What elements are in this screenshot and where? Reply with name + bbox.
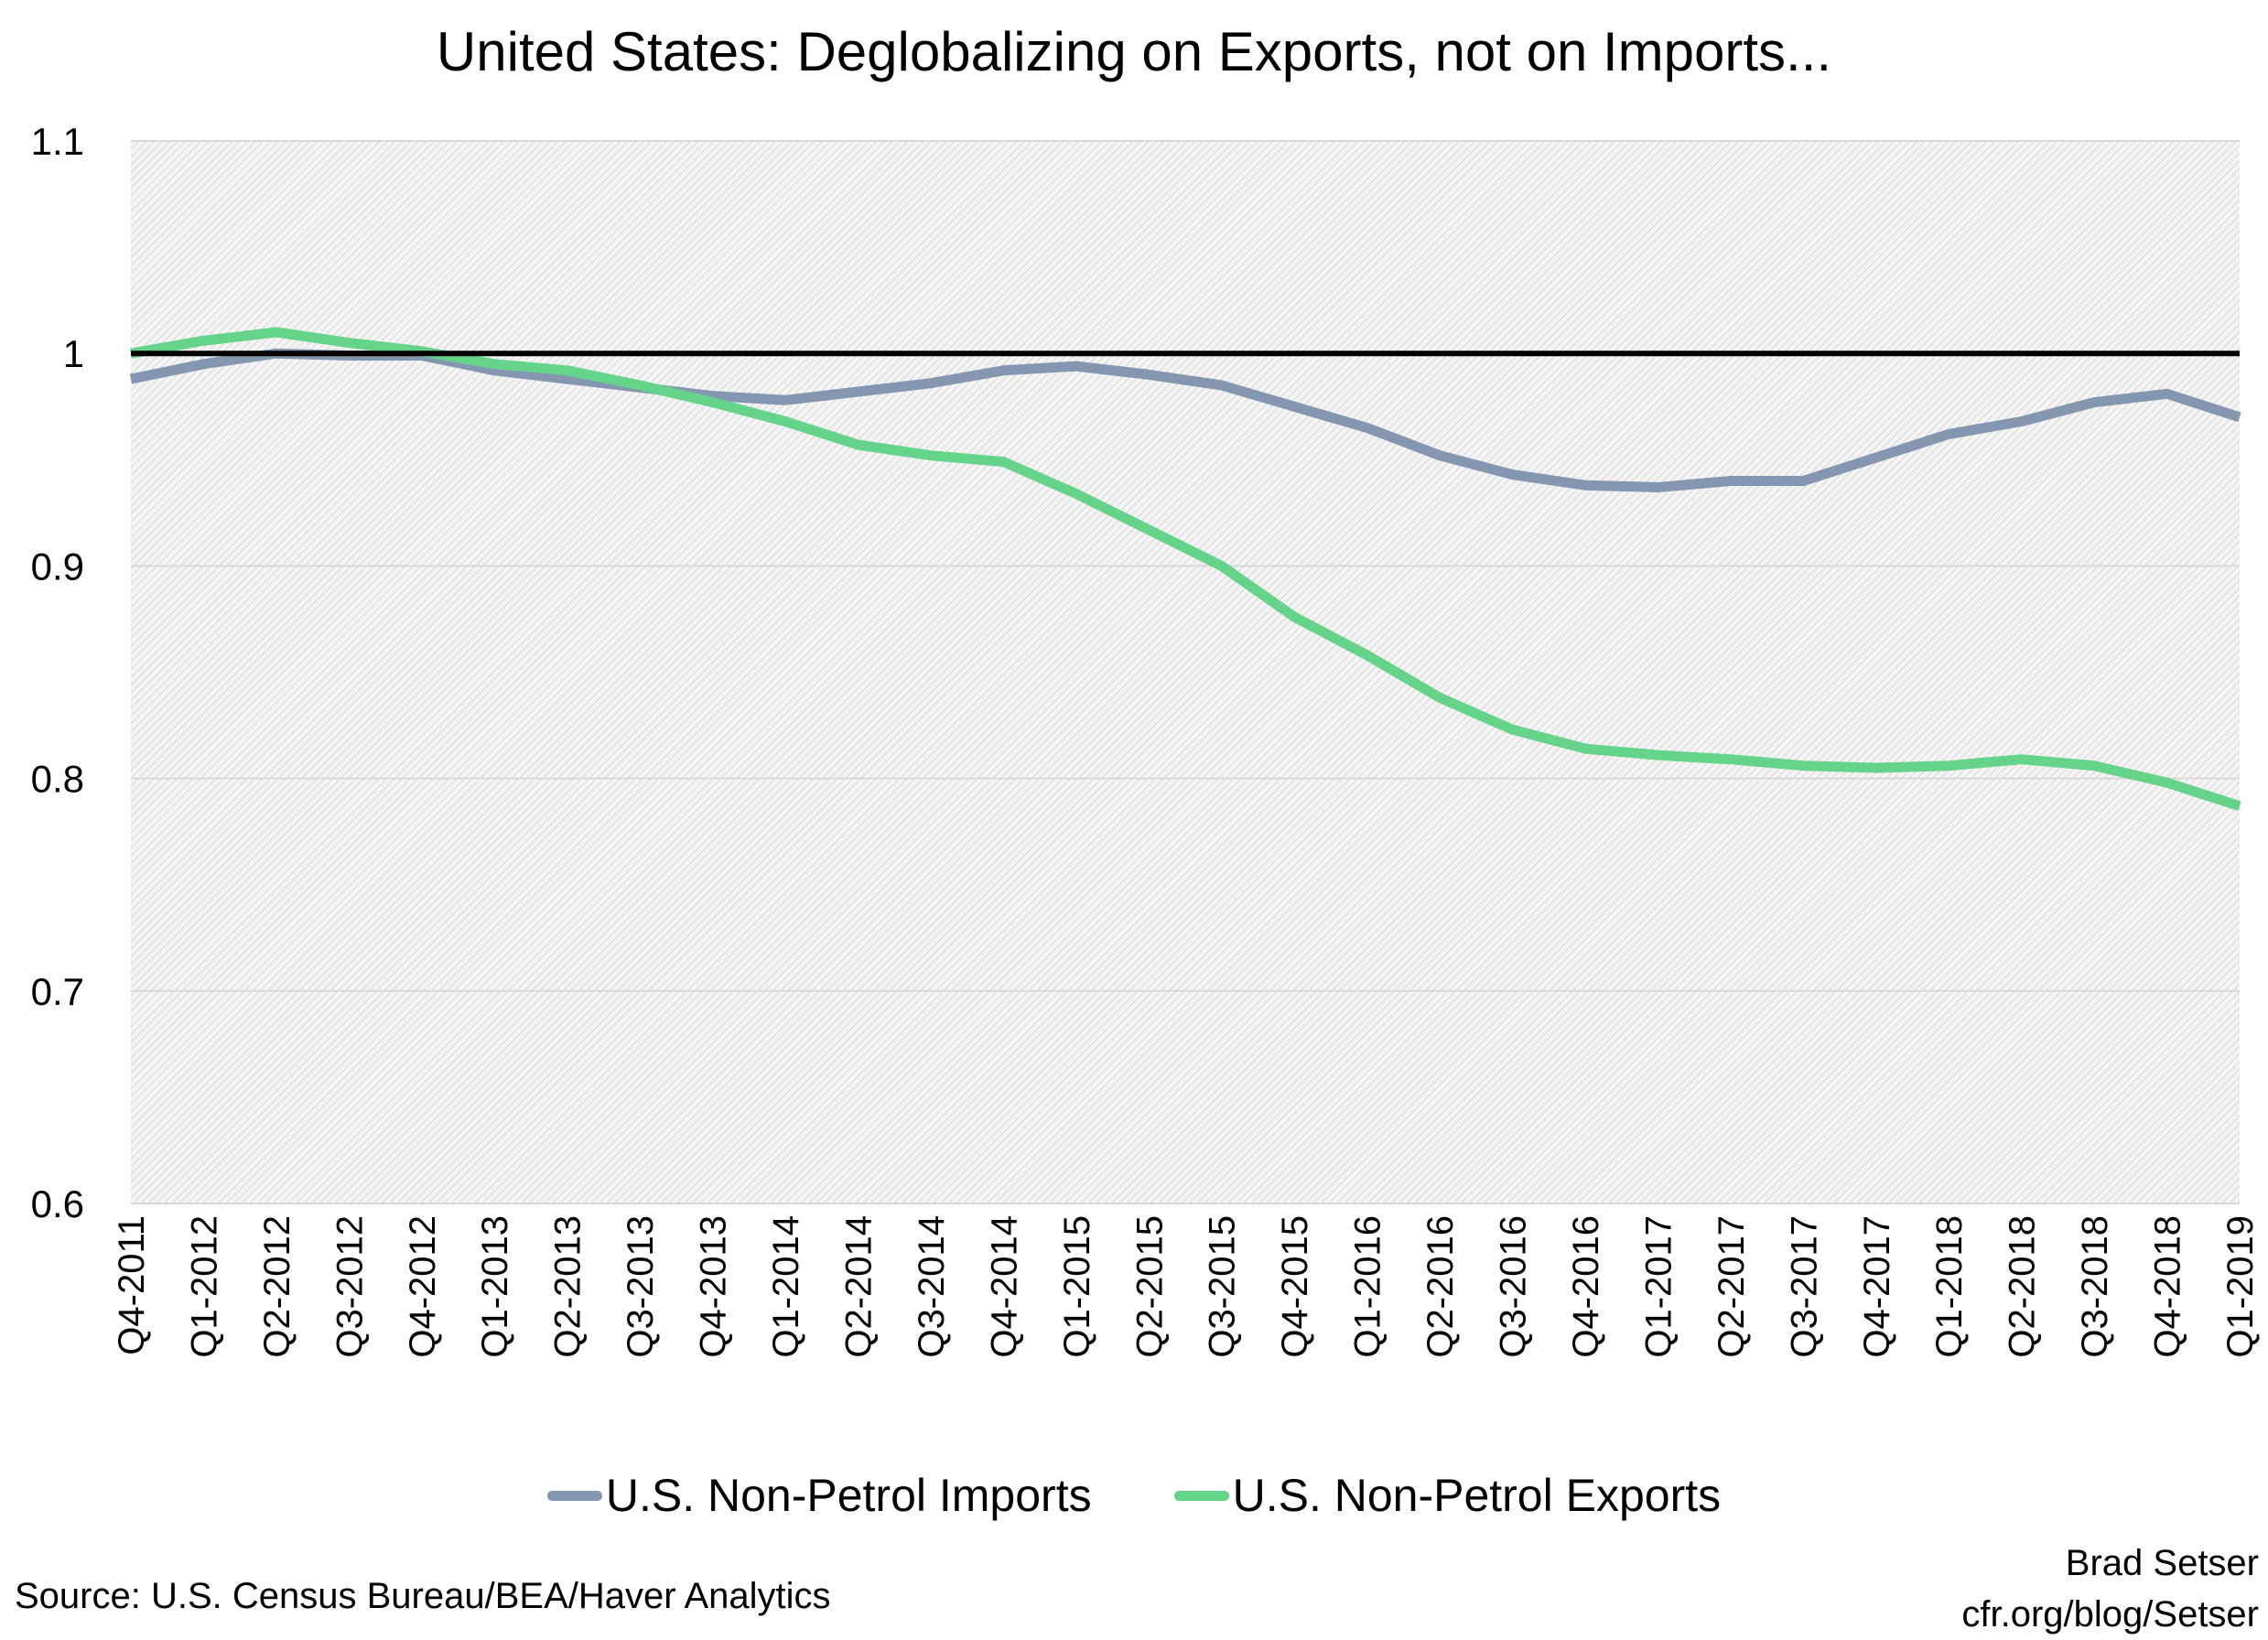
x-tick-label: Q1-2015 [1057,1215,1097,1358]
x-tick-label: Q4-2014 [984,1215,1024,1358]
legend-item-imports: U.S. Non-Petrol Imports [546,1469,1092,1522]
credit: Brad Setser cfr.org/blog/Setser [1961,1538,2259,1640]
y-tick-label: 0.9 [31,545,84,588]
x-tick-label: Q3-2017 [1784,1215,1824,1358]
legend-swatch-exports [1173,1490,1229,1501]
y-tick-label: 0.8 [31,758,84,801]
series-line-imports [129,348,2241,492]
x-tick-label: Q1-2016 [1348,1215,1388,1358]
series-line-exports [130,327,2241,812]
x-tick-label: Q2-2017 [1712,1215,1752,1358]
source-note: Source: U.S. Census Bureau/BEA/Haver Ana… [15,1576,831,1616]
x-tick-label: Q1-2012 [184,1215,224,1358]
legend-label-exports: U.S. Non-Petrol Exports [1232,1470,1722,1521]
x-tick-label: Q1-2014 [766,1215,806,1358]
x-tick-label: Q4-2018 [2148,1215,2188,1358]
x-tick-label: Q3-2018 [2075,1215,2115,1358]
author: Brad Setser [2065,1543,2259,1583]
plot-area [131,141,2240,1203]
legend-item-exports: U.S. Non-Petrol Exports [1173,1469,1722,1522]
x-tick-label: Q4-2016 [1566,1215,1606,1358]
x-tick-label: Q3-2014 [912,1215,952,1358]
x-tick-label: Q4-2012 [403,1215,443,1358]
x-tick-label: Q4-2017 [1857,1215,1897,1358]
x-tick-label: Q4-2011 [112,1215,152,1355]
legend-swatch-imports [546,1490,602,1501]
legend-label-imports: U.S. Non-Petrol Imports [605,1470,1092,1521]
x-tick-label: Q3-2012 [329,1215,370,1358]
chart-title: United States: Deglobalizing on Exports,… [436,21,1832,82]
y-tick-label: 1.1 [31,120,84,163]
x-tick-label: Q3-2016 [1494,1215,1534,1358]
x-tick-label: Q1-2017 [1638,1215,1679,1358]
y-tick-label: 1 [63,332,84,375]
x-tick-label: Q1-2013 [475,1215,515,1358]
site-url: cfr.org/blog/Setser [1961,1594,2259,1635]
x-tick-label: Q4-2015 [1275,1215,1315,1358]
x-tick-label: Q1-2019 [2220,1215,2261,1358]
x-tick-label: Q2-2012 [257,1215,297,1358]
x-tick-label: Q2-2014 [838,1215,879,1358]
y-tick-label: 0.7 [31,970,84,1013]
x-tick-label: Q2-2016 [1420,1215,1461,1358]
x-tick-label: Q4-2013 [694,1215,734,1358]
y-tick-label: 0.6 [31,1182,84,1225]
x-tick-label: Q3-2015 [1203,1215,1243,1358]
x-tick-label: Q3-2013 [621,1215,661,1358]
x-tick-label: Q2-2015 [1129,1215,1170,1358]
x-tick-label: Q2-2013 [548,1215,589,1358]
legend: U.S. Non-Petrol Imports U.S. Non-Petrol … [0,1469,2268,1522]
x-tick-label: Q1-2018 [1929,1215,1970,1358]
x-tick-label: Q2-2018 [2003,1215,2043,1358]
